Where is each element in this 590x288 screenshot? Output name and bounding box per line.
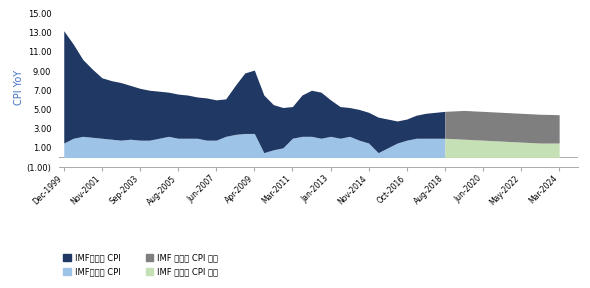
Y-axis label: CPI YoY: CPI YoY: [14, 70, 24, 105]
Legend: IMF新興国 CPI, IMF先進国 CPI, IMF 新興国 CPI 予想, IMF 先進国 CPI 予想: IMF新興国 CPI, IMF先進国 CPI, IMF 新興国 CPI 予想, …: [63, 253, 218, 276]
